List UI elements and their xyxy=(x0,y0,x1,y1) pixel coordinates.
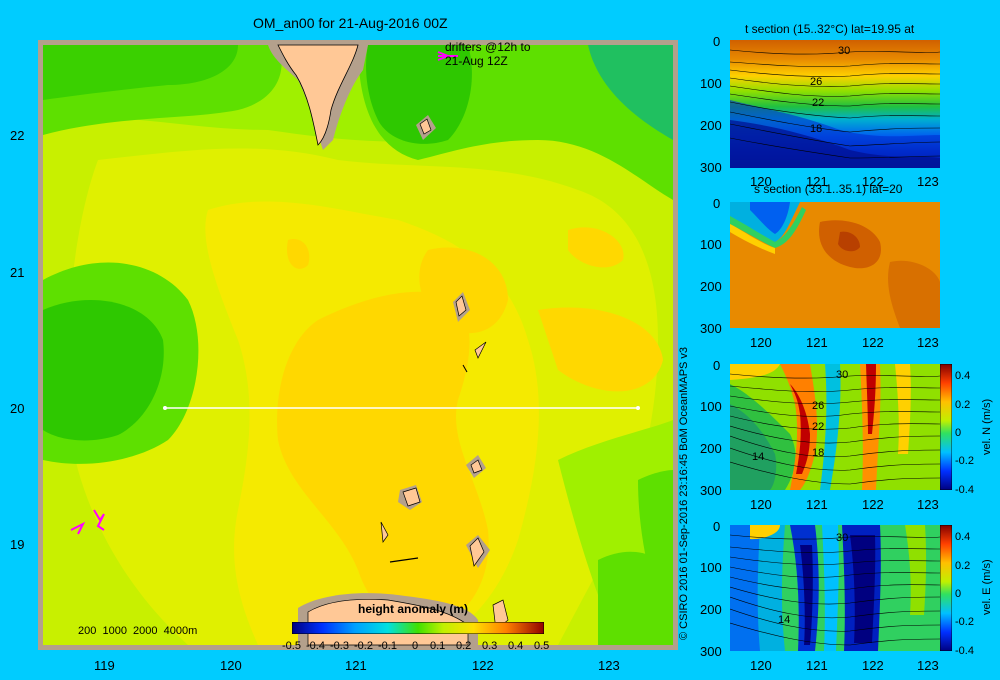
panel-x-tick: 123 xyxy=(917,174,939,189)
colorbar-tick: 0.5 xyxy=(534,640,550,652)
map-x-tick: 123 xyxy=(598,658,620,673)
contour-label: 18 xyxy=(812,447,824,459)
panel-x-tick: 121 xyxy=(806,335,828,350)
colorbar-tick: 0.4 xyxy=(955,370,971,382)
contour-label: 30 xyxy=(838,45,850,57)
colorbar-tick: 0.4 xyxy=(508,640,524,652)
colorbar-tick: 0.4 xyxy=(955,531,971,543)
panel-y-tick: 0 xyxy=(713,196,721,211)
contour-label: 22 xyxy=(812,97,824,109)
vel-north-colorbar xyxy=(940,364,952,490)
panel-y-tick: 100 xyxy=(700,237,722,252)
colorbar-label: vel. E (m/s) xyxy=(981,559,993,615)
panel-x-tick: 122 xyxy=(862,658,884,673)
panel-y-tick: 0 xyxy=(713,34,721,49)
depth-legend: 200 1000 2000 4000m xyxy=(78,625,198,637)
vel-north-section-panel: 30 26 22 18 14 xyxy=(730,364,940,490)
colorbar-tick: -0.4 xyxy=(306,640,325,652)
colorbar-tick: 0.2 xyxy=(955,399,971,411)
contour-label: 14 xyxy=(752,451,764,463)
map-y-tick: 19 xyxy=(10,537,25,552)
credit-text: © CSIRO 2016 01-Sep-2016 23:16:45 BoM Oc… xyxy=(678,346,690,640)
temperature-section-panel: 30 26 22 18 xyxy=(730,40,940,168)
colorbar-tick: 0.2 xyxy=(955,560,971,572)
colorbar-tick: -0.2 xyxy=(955,616,974,628)
panel-x-tick: 121 xyxy=(806,658,828,673)
colorbar-tick: 0.3 xyxy=(482,640,498,652)
height-anomaly-colorbar xyxy=(292,622,544,634)
panel-y-tick: 200 xyxy=(700,441,722,456)
panel-y-tick: 200 xyxy=(700,118,722,133)
panel-x-tick: 123 xyxy=(917,658,939,673)
panel-y-tick: 300 xyxy=(700,483,722,498)
panel-y-tick: 300 xyxy=(700,160,722,175)
panel-y-tick: 300 xyxy=(700,644,722,659)
colorbar-tick: -0.2 xyxy=(955,455,974,467)
panel-x-tick: 120 xyxy=(750,335,772,350)
panel-x-tick: 120 xyxy=(750,658,772,673)
map-y-tick: 22 xyxy=(10,128,25,143)
contour-label: 18 xyxy=(810,123,822,135)
panel-y-tick: 100 xyxy=(700,560,722,575)
drifters-legend: drifters @12h to 21-Aug 12Z xyxy=(445,40,531,68)
vel-east-section-panel: 30 14 xyxy=(730,525,940,651)
panel-x-tick: 121 xyxy=(806,497,828,512)
contour-label: 22 xyxy=(812,421,824,433)
panel-y-tick: 100 xyxy=(700,76,722,91)
panel-x-tick: 123 xyxy=(917,497,939,512)
map-x-tick: 119 xyxy=(94,658,115,673)
drifters-label-line2: 21-Aug 12Z xyxy=(445,54,508,68)
map-x-tick: 120 xyxy=(220,658,242,673)
colorbar-tick: -0.4 xyxy=(955,645,974,657)
panel-x-tick: 120 xyxy=(750,174,772,189)
colorbar-tick: 0.1 xyxy=(430,640,446,652)
panel-x-tick: 122 xyxy=(862,335,884,350)
map-title: OM_an00 for 21-Aug-2016 00Z xyxy=(253,15,448,31)
salinity-section-panel xyxy=(730,202,940,328)
map-x-tick: 122 xyxy=(472,658,494,673)
colorbar-tick: -0.2 xyxy=(354,640,373,652)
contour-label: 26 xyxy=(812,400,824,412)
colorbar-tick: 0 xyxy=(955,588,962,600)
panel-x-tick: 120 xyxy=(750,497,772,512)
colorbar-tick: -0.4 xyxy=(955,484,974,496)
panel-x-tick: 122 xyxy=(862,174,884,189)
contour-label: 30 xyxy=(836,369,848,381)
panel-title: t section (15..32°C) lat=19.95 at xyxy=(745,22,915,36)
map-y-tick: 20 xyxy=(10,401,25,416)
contour-label: 30 xyxy=(836,532,848,544)
colorbar-tick: -0.5 xyxy=(282,640,301,652)
contour-label: 26 xyxy=(810,76,822,88)
contour-label: 14 xyxy=(778,614,790,626)
colorbar-label: vel. N (m/s) xyxy=(981,398,993,455)
colorbar-tick: -0.1 xyxy=(378,640,397,652)
colorbar-tick-row: -0.5 -0.4 -0.3 -0.2 -0.1 0 0.1 0.2 0.3 0… xyxy=(282,640,554,654)
colorbar-tick: 0 xyxy=(412,640,419,652)
drifters-label-line1: drifters @12h to xyxy=(445,40,531,54)
map-x-tick: 121 xyxy=(345,658,367,673)
panel-y-tick: 0 xyxy=(713,358,721,373)
panel-x-tick: 123 xyxy=(917,335,939,350)
colorbar-tick: 0.2 xyxy=(456,640,472,652)
panel-y-tick: 300 xyxy=(700,321,722,336)
vel-east-colorbar xyxy=(940,525,952,651)
panel-y-tick: 0 xyxy=(713,519,721,534)
height-anomaly-map xyxy=(38,40,678,650)
panel-y-tick: 100 xyxy=(700,399,722,414)
map-y-tick: 21 xyxy=(10,265,25,280)
panel-y-tick: 200 xyxy=(700,279,722,294)
panel-x-tick: 122 xyxy=(862,497,884,512)
colorbar-title: height anomaly (m) xyxy=(358,602,469,616)
panel-x-tick: 121 xyxy=(806,174,828,189)
colorbar-tick: 0 xyxy=(955,427,962,439)
colorbar-tick: -0.3 xyxy=(330,640,349,652)
panel-y-tick: 200 xyxy=(700,602,722,617)
panel-title: s section (33.1..35.1) lat=20 xyxy=(754,182,903,196)
